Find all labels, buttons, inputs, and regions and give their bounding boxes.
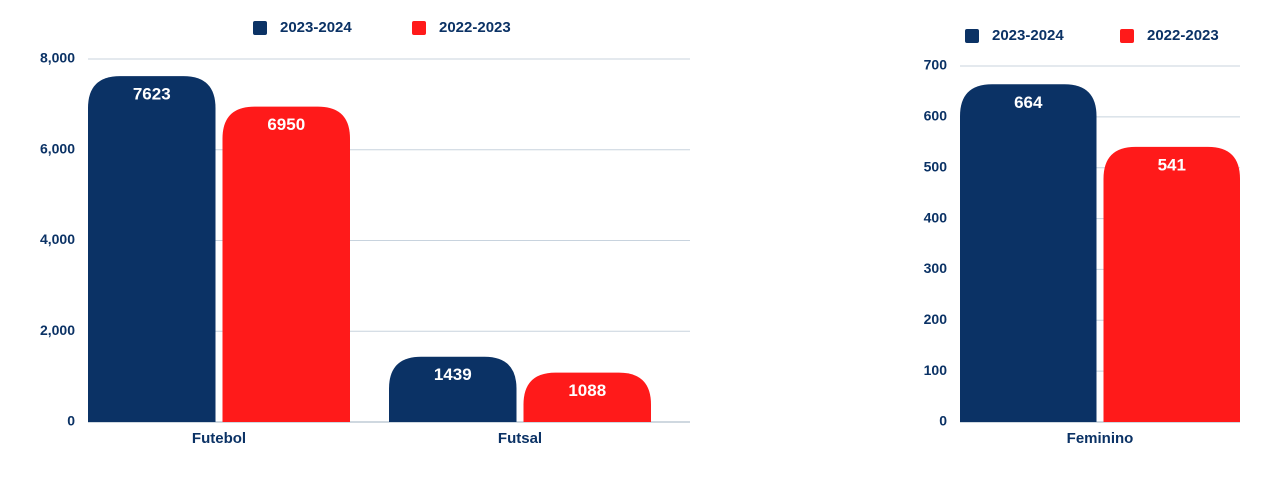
x-tick-label: Futsal: [498, 430, 542, 447]
y-tick-label: 300: [924, 260, 948, 276]
y-tick-label: 6,000: [40, 140, 75, 156]
legend-swatch: [412, 21, 426, 35]
y-tick-label: 4,000: [40, 231, 75, 247]
legend-swatch: [965, 29, 979, 43]
data-label: 1088: [568, 381, 606, 400]
bar: [222, 106, 350, 423]
bar: [389, 356, 517, 422]
legend-label: 2023-2024: [280, 19, 352, 36]
legend-label: 2022-2023: [439, 19, 511, 36]
bar: [523, 372, 651, 422]
y-tick-label: 2,000: [40, 322, 75, 338]
y-tick-label: 0: [939, 413, 947, 429]
y-tick-label: 700: [924, 57, 948, 73]
y-tick-label: 0: [67, 413, 75, 429]
legend-label: 2023-2024: [992, 27, 1064, 44]
y-tick-label: 400: [924, 209, 948, 225]
y-tick-label: 200: [924, 311, 948, 327]
y-tick-label: 100: [924, 362, 948, 378]
x-tick-label: Feminino: [1067, 430, 1134, 447]
bar: [960, 84, 1097, 423]
y-tick-label: 500: [924, 158, 948, 174]
legend-swatch: [253, 21, 267, 35]
x-tick-label: Futebol: [192, 430, 246, 447]
bar: [88, 76, 216, 422]
legend-swatch: [1120, 29, 1134, 43]
bar: [1103, 146, 1240, 422]
data-label: 7623: [133, 85, 171, 104]
data-label: 6950: [267, 115, 305, 134]
legend-label: 2022-2023: [1147, 27, 1219, 44]
y-tick-label: 8,000: [40, 50, 75, 66]
data-label: 664: [1014, 93, 1043, 112]
y-tick-label: 600: [924, 108, 948, 124]
data-label: 1439: [434, 365, 472, 384]
data-label: 541: [1158, 155, 1186, 174]
